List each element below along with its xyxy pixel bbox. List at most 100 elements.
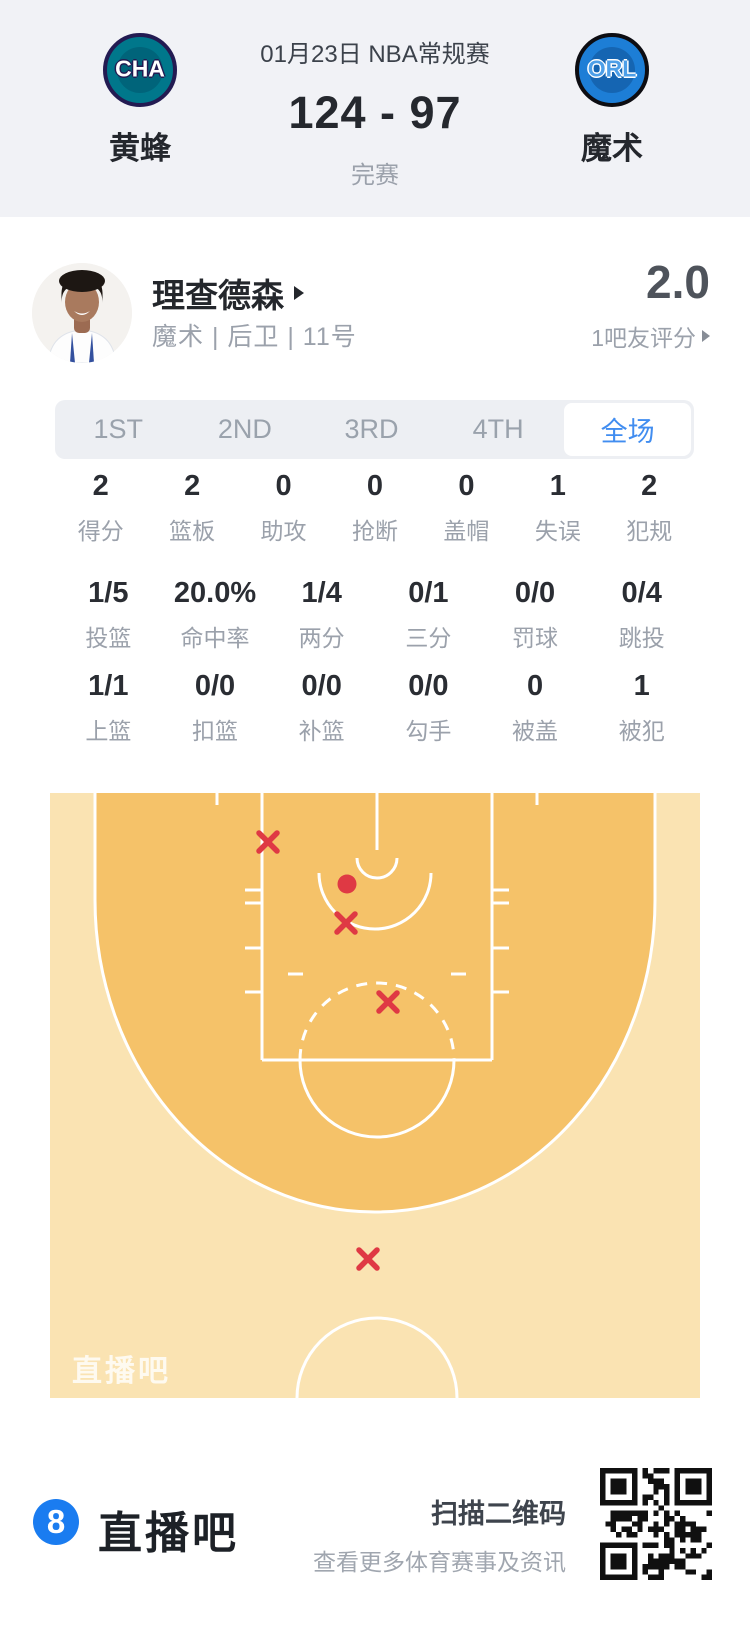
half-court-circle <box>295 1316 459 1398</box>
stat-label: 扣篮 <box>192 718 238 744</box>
away-team-name: 魔术 <box>581 131 643 166</box>
missed-shot-x <box>334 911 358 935</box>
stat-value: 0/0 <box>408 670 449 702</box>
home-logo-inner-circle <box>117 47 163 93</box>
stat-label: 罚球 <box>512 625 559 651</box>
tab-4th[interactable]: 4TH <box>472 414 524 444</box>
stat-value: 2 <box>641 470 658 502</box>
stat-扣篮: 0/0 扣篮 <box>162 670 269 746</box>
stat-value: 0/0 <box>194 670 236 702</box>
qr-code <box>600 1468 712 1580</box>
stat-value: 0 <box>458 470 475 502</box>
stat-value: 0/1 <box>408 577 449 609</box>
stat-label: 上篮 <box>85 718 132 744</box>
player-meta: 魔术 | 后卫 | 11号 <box>152 323 357 351</box>
stat-label: 篮板 <box>169 518 216 544</box>
app-footer: 8 直播吧 扫描二维码 查看更多体育赛事及资讯 <box>0 1398 750 1629</box>
stat-label: 犯规 <box>626 518 673 544</box>
stat-被盖: 0 被盖 <box>482 670 589 746</box>
stat-犯规: 2 犯规 <box>604 470 695 546</box>
stat-label: 两分 <box>298 625 345 651</box>
court-drawing <box>50 793 700 1398</box>
stat-label: 补篮 <box>298 718 345 744</box>
stat-label: 得分 <box>77 518 124 544</box>
stat-value: 0 <box>526 670 544 702</box>
rim-arc <box>355 857 399 880</box>
player-name-row[interactable]: 理查德森 <box>152 269 304 317</box>
away-team-logo: ORL <box>575 33 649 107</box>
restricted-area-arc <box>317 872 433 931</box>
stat-value: 0/0 <box>514 577 556 609</box>
stat-value: 1/4 <box>301 577 342 609</box>
stat-label: 助攻 <box>260 518 307 544</box>
stat-label: 投篮 <box>85 625 132 651</box>
zhibo8-logo-icon: 8 <box>33 1499 79 1545</box>
stat-value: 2 <box>184 470 201 502</box>
match-header: CHA 黄蜂 01月23日 NBA常规赛 124 - 97 完赛 ORL 魔术 <box>0 0 750 217</box>
rating-arrow-icon <box>702 330 710 342</box>
quarter-tabs: 1ST 2ND 3RD 4TH 全场 <box>55 400 694 459</box>
player-rating-value: 2.0 <box>646 256 710 308</box>
shot-marks <box>256 830 400 1271</box>
shot-chart-court: 直播吧 <box>50 793 700 1398</box>
stat-被犯: 1 被犯 <box>588 670 695 746</box>
tab-全场[interactable]: 全场 <box>564 403 691 456</box>
court-watermark: 直播吧 <box>72 1355 171 1388</box>
home-team-block[interactable]: CHA 黄蜂 <box>40 0 240 168</box>
stat-value: 20.0% <box>173 577 257 609</box>
stat-罚球: 0/0 罚球 <box>482 577 589 653</box>
stat-跳投: 0/4 跳投 <box>588 577 695 653</box>
scan-hint: 扫描二维码 查看更多体育赛事及资讯 <box>313 1492 566 1577</box>
rating-label-text: 1吧友评分 <box>591 325 696 351</box>
missed-shot-x <box>256 830 280 854</box>
three-point-line <box>93 793 657 1214</box>
stats-row-shooting: 1/5 投篮 20.0% 命中率 1/4 两分 0/1 三分 0/0 罚球 0/4 跳投 <box>0 577 750 653</box>
match-score: 124 - 97 <box>288 87 462 138</box>
stat-助攻: 0 助攻 <box>238 470 329 546</box>
scan-subtitle: 查看更多体育赛事及资讯 <box>313 1549 566 1575</box>
stat-失误: 1 失误 <box>512 470 603 546</box>
stat-value: 2 <box>92 470 109 502</box>
away-team-block[interactable]: ORL 魔术 <box>512 0 712 168</box>
home-team-abbr: CHA <box>115 55 165 82</box>
tab-2nd[interactable]: 2ND <box>217 414 272 444</box>
stat-抢断: 0 抢断 <box>329 470 420 546</box>
home-team-name: 黄蜂 <box>109 131 171 166</box>
tab-3rd[interactable]: 3RD <box>344 414 399 444</box>
player-avatar-image <box>32 263 132 363</box>
stat-label: 抢断 <box>351 518 398 544</box>
stat-label: 跳投 <box>618 625 665 651</box>
stat-label: 命中率 <box>180 625 250 651</box>
stat-label: 勾手 <box>405 718 452 744</box>
stat-勾手: 0/0 勾手 <box>375 670 482 746</box>
scan-title: 扫描二维码 <box>431 1499 566 1529</box>
stat-三分: 0/1 三分 <box>375 577 482 653</box>
stat-label: 被犯 <box>618 718 665 744</box>
match-summary: 01月23日 NBA常规赛 124 - 97 完赛 <box>200 0 550 190</box>
missed-shot-x <box>376 990 400 1014</box>
stat-label: 失误 <box>534 518 581 544</box>
stat-value: 0/4 <box>621 577 662 609</box>
stat-命中率: 20.0% 命中率 <box>162 577 269 653</box>
player-rating-link[interactable]: 1吧友评分 <box>591 319 710 353</box>
baseline-ticks <box>215 793 539 805</box>
stat-篮板: 2 篮板 <box>146 470 237 546</box>
missed-shot-x <box>356 1247 380 1271</box>
stat-label: 三分 <box>405 625 452 651</box>
tab-1st[interactable]: 1ST <box>93 414 144 444</box>
stat-两分: 1/4 两分 <box>268 577 375 653</box>
stats-row-shot-types: 1/1 上篮 0/0 扣篮 0/0 补篮 0/0 勾手 0 被盖 1 被犯 <box>0 670 750 746</box>
free-throw-circle-solid <box>298 1059 456 1139</box>
logo-glyph: 8 <box>46 1503 66 1540</box>
stat-value: 1/1 <box>88 670 129 702</box>
stat-value: 0 <box>275 470 292 502</box>
player-avatar[interactable] <box>32 263 132 363</box>
stat-投篮: 1/5 投篮 <box>55 577 162 653</box>
player-detail-arrow-icon <box>294 286 304 300</box>
stat-label: 盖帽 <box>443 518 490 544</box>
player-stats-card: 理查德森 魔术 | 后卫 | 11号 2.0 1吧友评分 1ST 2ND 3RD 4T… <box>0 217 750 1629</box>
home-team-logo: CHA <box>103 33 177 107</box>
stats-row-basic: 2 得分 2 篮板 0 助攻 0 抢断 0 盖帽 1 失误 2 犯规 <box>0 470 750 546</box>
brand-name: 直播吧 <box>98 1509 239 1558</box>
stat-补篮: 0/0 补篮 <box>268 670 375 746</box>
